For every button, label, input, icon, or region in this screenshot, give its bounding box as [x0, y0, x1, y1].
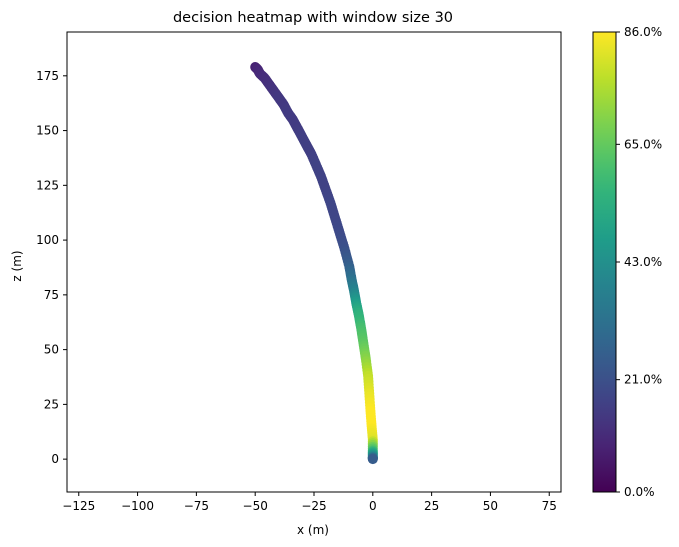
y-axis: 0 25 50 75 100 125 150 175	[36, 69, 67, 466]
x-tick-label: −100	[121, 499, 154, 513]
y-axis-label: z (m)	[10, 250, 24, 281]
y-tick-label: 150	[36, 124, 59, 138]
x-tick-label: 25	[424, 499, 439, 513]
y-tick-label: 100	[36, 233, 59, 247]
x-tick-label: 50	[483, 499, 498, 513]
colorbar-tick-label: 0.0%	[624, 485, 655, 499]
colorbar-gradient	[592, 31, 617, 493]
y-tick-label: 0	[51, 452, 59, 466]
chart-title: decision heatmap with window size 30	[173, 10, 453, 26]
y-tick-label: 125	[36, 178, 59, 192]
colorbar: 0.0% 21.0% 43.0% 65.0% 86.0%	[592, 25, 662, 499]
colorbar-tick-label: 65.0%	[624, 137, 662, 151]
x-axis-label: x (m)	[297, 523, 329, 537]
y-tick-label: 25	[44, 397, 59, 411]
y-tick-label: 50	[44, 343, 59, 357]
x-tick-label: −75	[184, 499, 209, 513]
x-tick-label: −125	[62, 499, 95, 513]
x-axis: −125 −100 −75 −50 −25 0 25 50 75	[62, 492, 557, 513]
colorbar-tick-label: 21.0%	[624, 373, 662, 387]
x-tick-label: 0	[369, 499, 377, 513]
colorbar-tick-label: 43.0%	[624, 255, 662, 269]
y-tick-label: 175	[36, 69, 59, 83]
x-tick-label: −50	[243, 499, 268, 513]
scatter-point	[367, 454, 378, 465]
scatter-points	[250, 62, 378, 465]
y-tick-label: 75	[44, 288, 59, 302]
plot-area	[66, 31, 562, 493]
colorbar-tick-label: 86.0%	[624, 25, 662, 39]
x-tick-label: −25	[301, 499, 326, 513]
x-tick-label: 75	[542, 499, 557, 513]
